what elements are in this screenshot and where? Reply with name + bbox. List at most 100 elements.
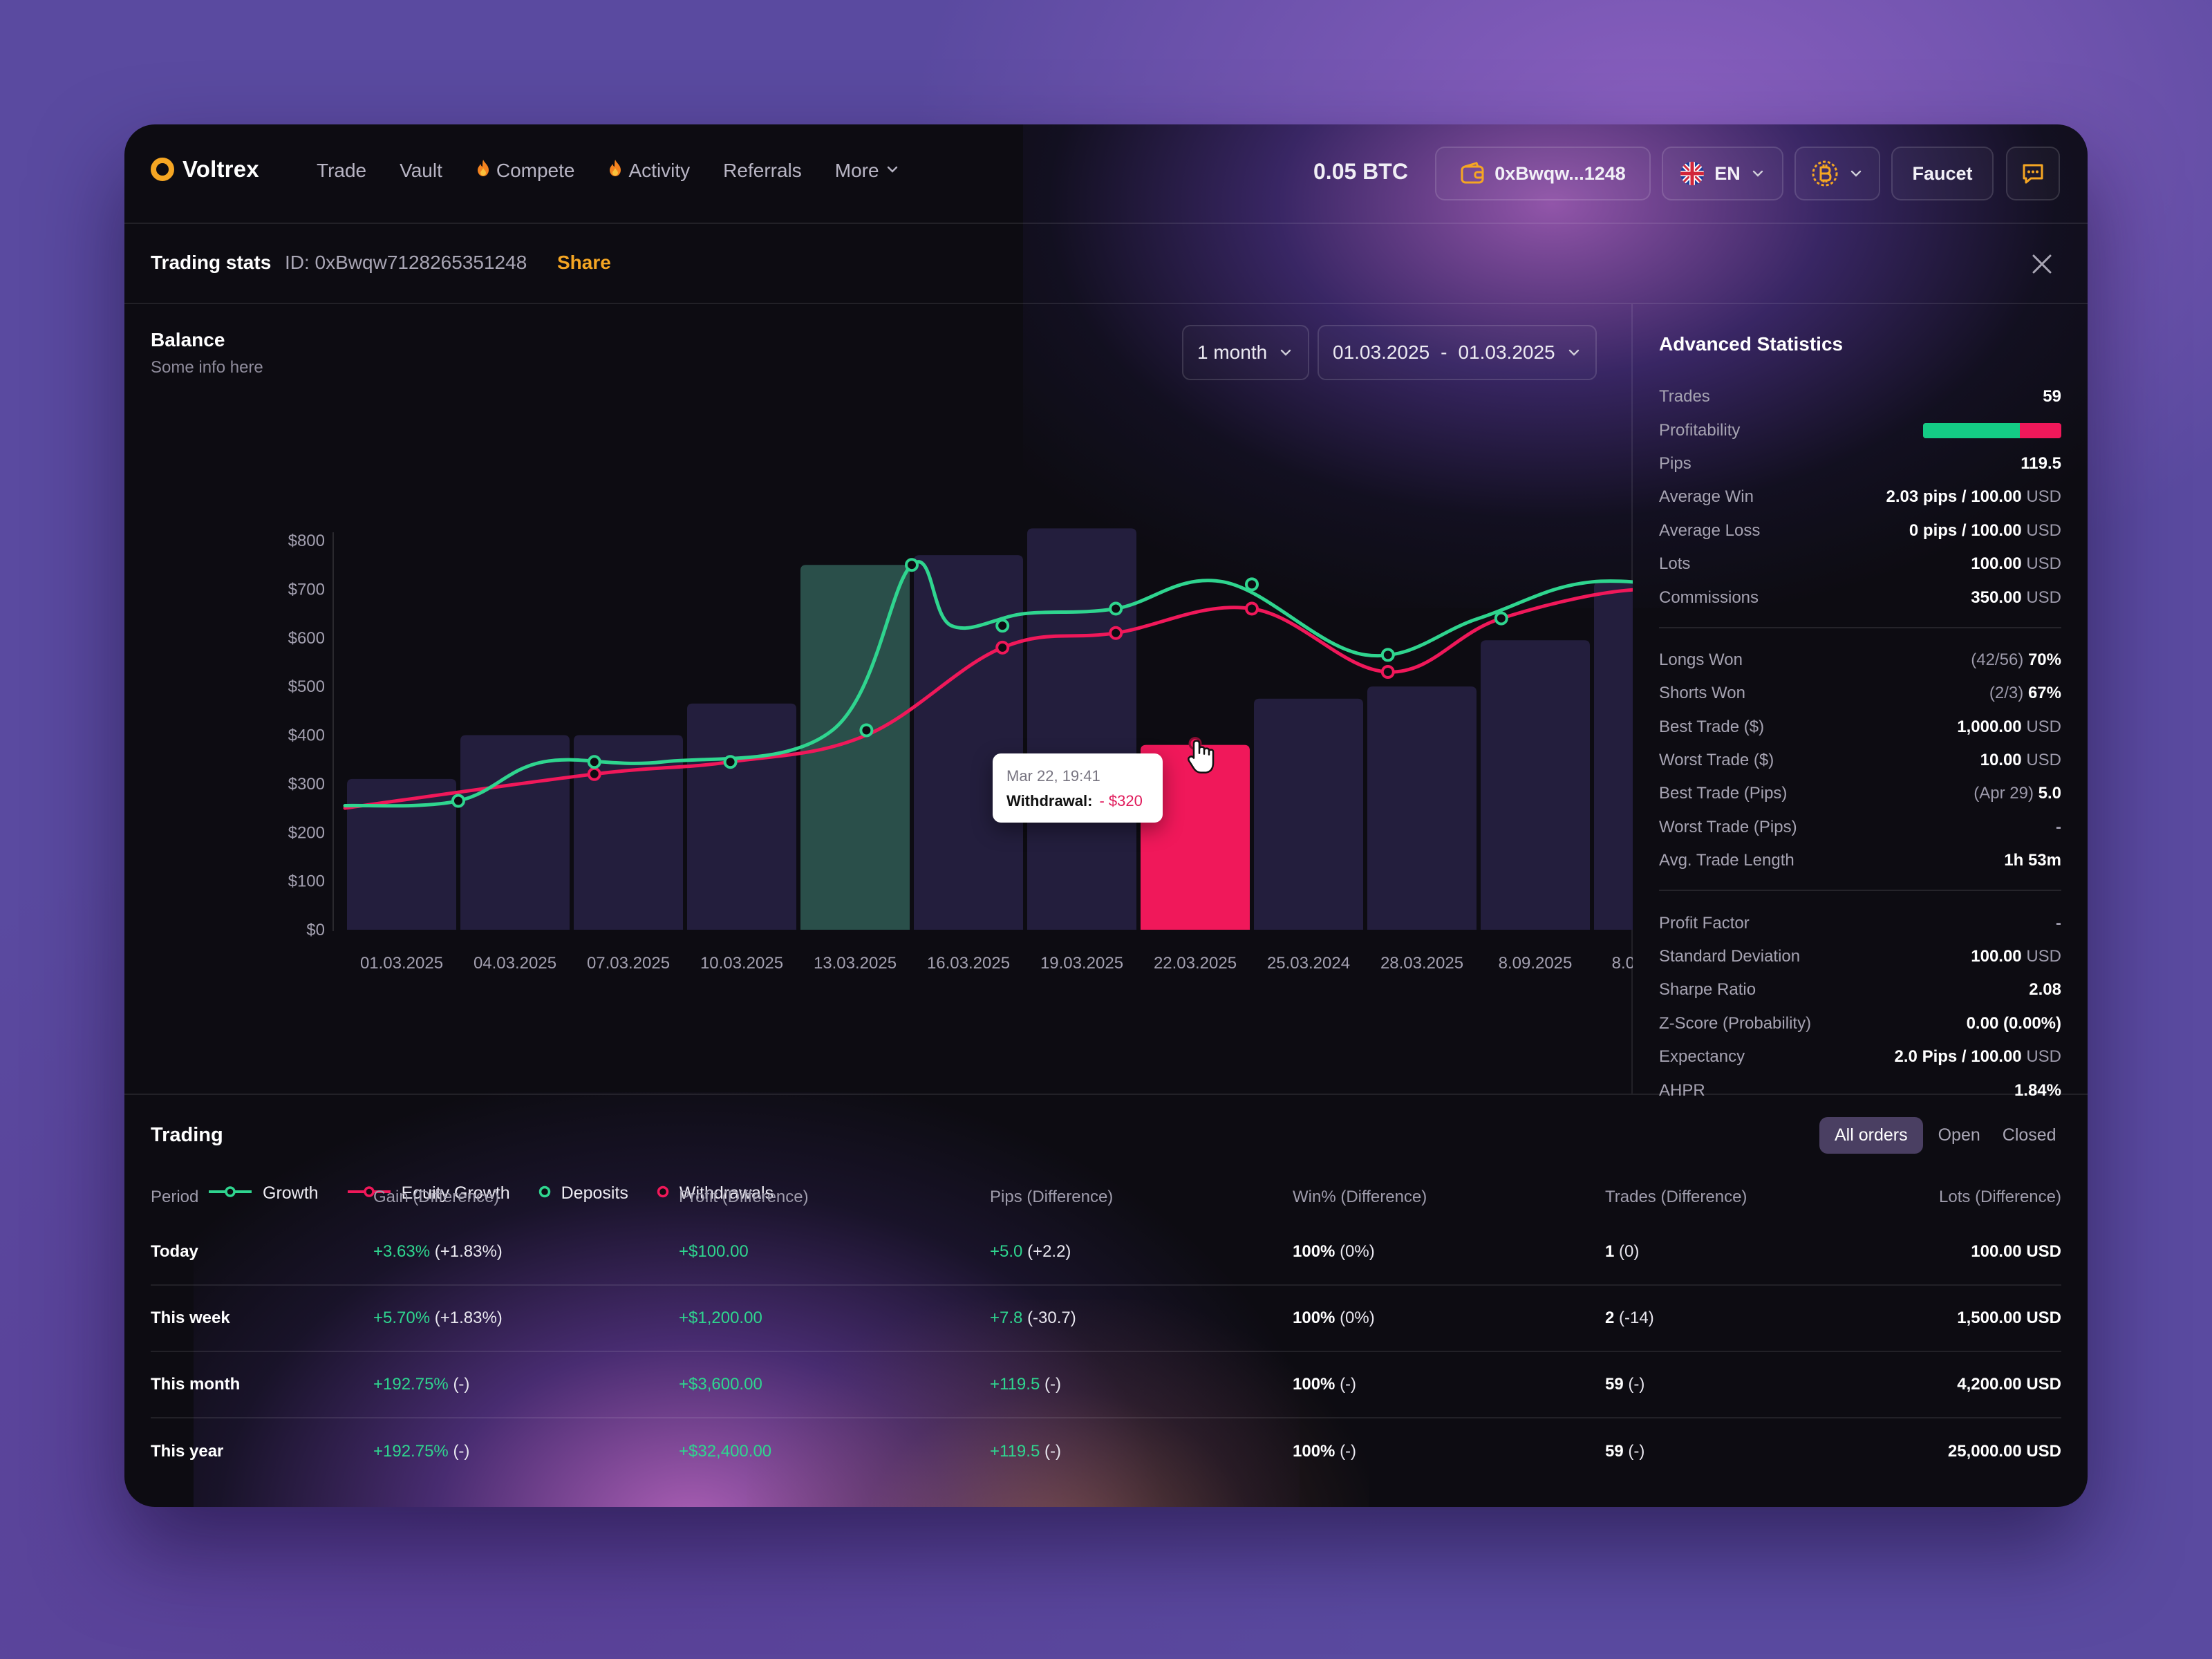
bar-9[interactable] <box>1367 686 1477 930</box>
period-select[interactable]: 1 month <box>1182 325 1309 380</box>
chat-button[interactable] <box>2006 147 2060 200</box>
bar-2[interactable] <box>574 735 683 930</box>
lots-cell: 4,200.00 USD <box>1957 1375 2061 1394</box>
legend-line-icon <box>346 1183 392 1203</box>
stat-label: Standard Deviation <box>1659 947 1801 966</box>
faucet-button[interactable]: Faucet <box>1891 147 1994 200</box>
wallet-address: 0xBwqw...1248 <box>1494 162 1626 184</box>
bar-3[interactable] <box>687 703 796 930</box>
bar-0[interactable] <box>347 778 456 930</box>
bar-5[interactable] <box>914 555 1023 930</box>
table-row[interactable]: Today +3.63% (+1.83%) +$100.00 +5.0 (+2.2) 1… <box>151 1219 2061 1286</box>
series-marker[interactable] <box>1494 611 1508 626</box>
nav-link-referrals[interactable]: Referrals <box>723 159 802 181</box>
stat-label: Best Trade ($) <box>1659 717 1765 736</box>
legend-item-withdrawals[interactable]: Withdrawals <box>656 1183 774 1203</box>
column-header[interactable]: Lots (Difference) <box>1939 1188 2061 1206</box>
close-icon[interactable] <box>2030 252 2054 276</box>
series-marker[interactable] <box>451 794 465 808</box>
y-tick-label: $0 <box>306 921 325 939</box>
legend-item-growth[interactable]: Growth <box>207 1183 319 1203</box>
column-header[interactable]: Win% (Difference) <box>1293 1188 1427 1206</box>
stat-value: (Apr 29) 5.0 <box>1974 784 2061 803</box>
bar-6[interactable] <box>1027 528 1136 930</box>
series-marker[interactable] <box>905 558 919 572</box>
series-marker[interactable] <box>1109 626 1123 640</box>
column-header[interactable]: Period <box>151 1188 199 1206</box>
series-marker[interactable] <box>1245 577 1259 592</box>
wallet-icon <box>1461 162 1484 184</box>
x-tick-label: 8.09.2025 <box>1612 954 1633 973</box>
language-select[interactable]: EN <box>1662 147 1783 200</box>
table-row[interactable]: This year +192.75% (-) +$32,400.00 +119.5 (… <box>151 1418 2061 1485</box>
legend-item-equity-growth[interactable]: Equity Growth <box>346 1183 510 1203</box>
series-marker[interactable] <box>859 723 874 738</box>
bar-8[interactable] <box>1254 698 1363 930</box>
series-marker[interactable] <box>1380 665 1395 679</box>
wallet-button[interactable]: 0xBwqw...1248 <box>1435 147 1651 200</box>
pips-cell: +5.0 (+2.2) <box>990 1242 1071 1261</box>
column-header[interactable]: Pips (Difference) <box>990 1188 1114 1206</box>
stat-value: - <box>2056 817 2061 836</box>
stat-label: Sharpe Ratio <box>1659 980 1756 1000</box>
nav-link-compete[interactable]: Compete <box>476 159 574 182</box>
win-cell: 100% (0%) <box>1293 1309 1375 1327</box>
lots-cell: 25,000.00 USD <box>1947 1442 2061 1461</box>
stat-value: 1h 53m <box>2004 851 2061 870</box>
stat-value: 0 pips / 100.00 USD <box>1909 521 2061 540</box>
stat-row: Trades 59 <box>1659 380 2061 413</box>
nav-link-more[interactable]: More <box>835 160 900 182</box>
table-row[interactable]: This week +5.70% (+1.83%) +$1,200.00 +7.8 (… <box>151 1286 2061 1352</box>
tab-all-orders[interactable]: All orders <box>1819 1117 1923 1154</box>
stat-row: Average Win 2.03 pips / 100.00 USD <box>1659 480 2061 514</box>
tab-open[interactable]: Open <box>1938 1125 1980 1145</box>
bar-7[interactable] <box>1141 744 1250 930</box>
period-cell: Today <box>151 1242 198 1261</box>
stat-row: Average Loss 0 pips / 100.00 USD <box>1659 514 2061 547</box>
series-marker[interactable] <box>587 755 601 769</box>
y-tick-label: $600 <box>288 629 325 648</box>
series-marker[interactable] <box>1380 648 1395 662</box>
stat-label: Longs Won <box>1659 650 1743 669</box>
share-link[interactable]: Share <box>557 252 611 273</box>
table-row[interactable]: This month +192.75% (-) +$3,600.00 +119.5 (… <box>151 1352 2061 1418</box>
tooltip-value: - $320 <box>1099 792 1143 809</box>
tab-closed[interactable]: Closed <box>2002 1125 2056 1145</box>
bar-11[interactable] <box>1594 581 1633 930</box>
column-header[interactable]: Trades (Difference) <box>1605 1188 1747 1206</box>
x-tick-label: 04.03.2025 <box>474 954 556 973</box>
series-marker[interactable] <box>995 619 1010 633</box>
bar-4[interactable] <box>800 565 910 930</box>
series-marker[interactable] <box>1109 601 1123 616</box>
series-marker[interactable] <box>587 767 601 781</box>
x-tick-label: 8.09.2025 <box>1499 954 1573 973</box>
column-header[interactable]: Profit (Difference) <box>679 1188 809 1206</box>
series-marker[interactable] <box>995 640 1010 655</box>
page-title: Trading stats <box>151 252 272 273</box>
tooltip-label: Withdrawal: <box>1006 792 1093 809</box>
gain-cell: +5.70% (+1.83%) <box>373 1309 503 1327</box>
nav-link-activity[interactable]: Activity <box>608 159 690 182</box>
bar-10[interactable] <box>1481 640 1590 930</box>
stat-label: Avg. Trade Length <box>1659 851 1794 870</box>
x-tick-label: 25.03.2024 <box>1267 954 1350 973</box>
nav-link-vault[interactable]: Vault <box>400 159 442 181</box>
stat-label: Worst Trade ($) <box>1659 751 1774 770</box>
logo[interactable]: Voltrex <box>151 156 259 182</box>
stat-row: Profitability <box>1659 413 2061 447</box>
stats-titlebar: Trading stats ID: 0xBwqw7128265351248 Sh… <box>124 224 2088 304</box>
lots-cell: 100.00 USD <box>1971 1242 2061 1261</box>
legend-item-deposits[interactable]: Deposits <box>538 1183 628 1203</box>
column-header[interactable]: Gain (Difference) <box>373 1188 500 1206</box>
currency-select[interactable] <box>1794 147 1880 200</box>
stat-value: 100.00 USD <box>1971 947 2061 966</box>
bar-1[interactable] <box>460 735 570 930</box>
y-tick-label: $700 <box>288 580 325 599</box>
series-line-1 <box>343 588 1633 810</box>
nav-link-trade[interactable]: Trade <box>317 159 367 181</box>
series-marker[interactable] <box>1245 601 1259 616</box>
series-marker[interactable] <box>723 755 738 769</box>
cursor-hand-icon <box>1188 740 1215 774</box>
x-tick-label: 10.03.2025 <box>700 954 783 973</box>
date-range-select[interactable]: 01.03.2025 - 01.03.2025 <box>1318 325 1597 380</box>
